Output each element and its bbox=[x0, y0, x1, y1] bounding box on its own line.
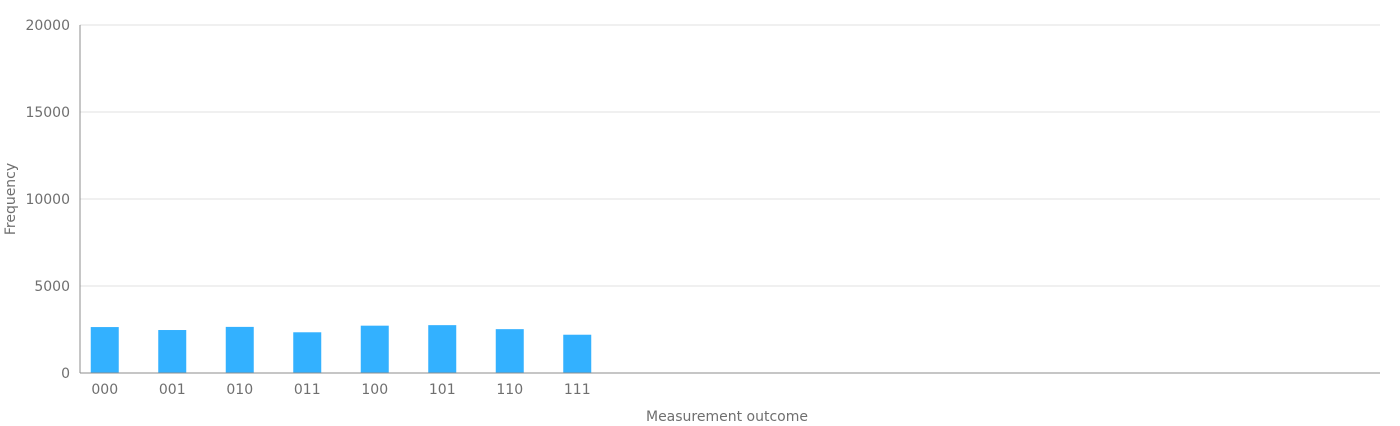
x-axis-title: Measurement outcome bbox=[646, 409, 808, 425]
x-tick-label: 001 bbox=[159, 382, 186, 398]
bar-010[interactable] bbox=[225, 326, 254, 373]
y-tick-label: 5000 bbox=[34, 279, 70, 295]
bar-110[interactable] bbox=[495, 329, 524, 373]
bar-111[interactable] bbox=[563, 334, 592, 373]
x-tick-label: 000 bbox=[91, 382, 118, 398]
x-tick-labels: 000 001 010 011 100 101 110 111 bbox=[91, 382, 590, 398]
x-tick-label: 100 bbox=[361, 382, 388, 398]
gridlines bbox=[80, 24, 1380, 287]
x-tick-label: 011 bbox=[294, 382, 321, 398]
bar-000[interactable] bbox=[90, 327, 119, 373]
y-tick-labels: 0 5000 10000 15000 20000 bbox=[25, 18, 70, 382]
x-tick-label: 010 bbox=[226, 382, 253, 398]
bar-101[interactable] bbox=[428, 325, 457, 373]
y-tick-label: 10000 bbox=[25, 192, 70, 208]
y-tick-label: 0 bbox=[61, 366, 70, 382]
x-tick-label: 110 bbox=[496, 382, 523, 398]
bar-011[interactable] bbox=[293, 332, 322, 373]
x-tick-label: 111 bbox=[564, 382, 591, 398]
y-tick-label: 20000 bbox=[25, 18, 70, 34]
bars bbox=[90, 325, 592, 373]
y-axis-title: Frequency bbox=[3, 163, 19, 235]
axes bbox=[79, 25, 1380, 374]
bar-001[interactable] bbox=[158, 330, 187, 373]
x-tick-label: 101 bbox=[429, 382, 456, 398]
y-tick-label: 15000 bbox=[25, 105, 70, 121]
bar-100[interactable] bbox=[360, 325, 389, 373]
